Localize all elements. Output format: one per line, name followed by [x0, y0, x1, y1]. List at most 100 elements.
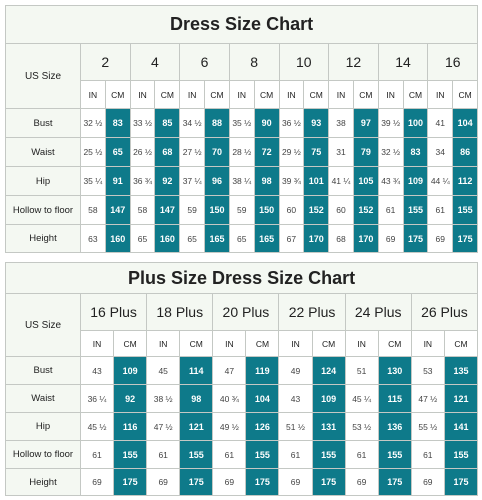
in-value: 45 ½ [79, 412, 115, 441]
in-value: 63 [80, 224, 106, 253]
cm-value: 98 [179, 384, 214, 413]
table-title: Dress Size Chart [4, 5, 479, 44]
unit-label: CM [245, 330, 280, 357]
unit-label: CM [179, 330, 214, 357]
in-value: 36 ¾ [129, 166, 156, 196]
cm-value: 170 [303, 224, 330, 253]
cm-value: 160 [154, 224, 181, 253]
cm-value: 150 [204, 195, 230, 225]
table-row: Height 63 160 65 160 65 165 65 165 67 170 68 170 69 17… [5, 224, 479, 253]
row-label: Height [5, 224, 81, 253]
cm-value: 119 [245, 356, 280, 385]
in-value: 28 ½ [228, 137, 255, 167]
table-row: Hip 45 ½ 116 47 ½ 121 49 ½ 126 51 ½ 131 53 ½ 136 55… [5, 412, 479, 441]
cm-value: 175 [377, 468, 412, 496]
in-value: 25 ½ [80, 137, 106, 167]
table-row: IN CM IN CM IN CM IN CM IN CM IN CM [6, 330, 479, 357]
unit-label: CM [303, 80, 330, 109]
in-value: 37 ¼ [179, 166, 206, 196]
size-label: 24 Plus [344, 293, 412, 331]
unit-label: IN [212, 330, 247, 357]
in-value: 61 [344, 440, 379, 469]
cm-value: 135 [443, 356, 479, 385]
in-value: 61 [79, 440, 115, 469]
in-value: 69 [410, 468, 445, 496]
cm-value: 79 [352, 137, 379, 167]
table-row: IN CM IN CM IN CM IN CM IN CM IN CM IN CM IN CM [6, 80, 479, 109]
cm-value: 101 [303, 166, 330, 196]
cm-value: 155 [402, 195, 429, 225]
cm-value: 109 [402, 166, 429, 196]
in-value: 51 ½ [278, 412, 313, 441]
in-value: 40 ¾ [212, 384, 247, 413]
unit-label: IN [146, 330, 181, 357]
cm-value: 115 [377, 384, 412, 413]
unit-label: CM [443, 330, 479, 357]
table-row: Bust 43 109 45 114 47 119 49 124 51 130 53 135 [5, 356, 479, 385]
cm-value: 136 [377, 412, 412, 441]
row-label: Hollow to floor [5, 440, 81, 469]
cm-value: 85 [154, 108, 181, 138]
in-value: 69 [146, 468, 181, 496]
cm-value: 92 [154, 166, 181, 196]
unit-label: CM [452, 80, 479, 109]
in-value: 65 [129, 224, 156, 253]
unit-label: CM [154, 80, 181, 109]
unit-label: CM [402, 80, 429, 109]
cm-value: 155 [452, 195, 479, 225]
cm-value: 141 [443, 412, 479, 441]
in-value: 38 [328, 108, 354, 138]
in-value: 33 ½ [129, 108, 156, 138]
cm-value: 170 [352, 224, 379, 253]
in-value: 58 [80, 195, 106, 225]
in-value: 43 [278, 384, 313, 413]
cm-value: 109 [113, 356, 148, 385]
unit-label: IN [328, 80, 354, 109]
table-title: Plus Size Dress Size Chart [4, 262, 479, 294]
size-label: 18 Plus [146, 293, 214, 331]
in-value: 47 ½ [146, 412, 181, 441]
cm-value: 155 [311, 440, 346, 469]
cm-value: 75 [303, 137, 330, 167]
cm-value: 93 [303, 108, 330, 138]
cm-value: 175 [179, 468, 214, 496]
cm-value: 121 [443, 384, 479, 413]
size-label: 6 [179, 43, 230, 81]
cm-value: 116 [113, 412, 148, 441]
in-value: 69 [212, 468, 247, 496]
cm-value: 114 [179, 356, 214, 385]
row-label: Waist [5, 384, 81, 413]
cm-value: 112 [452, 166, 479, 196]
size-table: Dress Size Chart US Size 2 4 6 8 10 12 14 16 IN CM I… [4, 5, 479, 253]
cm-value: 72 [253, 137, 280, 167]
unit-label: IN [228, 80, 255, 109]
table-row: US Size 2 4 6 8 10 12 14 16 [5, 43, 479, 109]
cm-value: 155 [443, 440, 479, 469]
in-value: 58 [129, 195, 156, 225]
in-value: 59 [228, 195, 255, 225]
cm-value: 83 [104, 108, 131, 138]
in-value: 65 [179, 224, 206, 253]
in-value: 39 ½ [377, 108, 404, 138]
table-row: Bust 32 ½ 83 33 ½ 85 34 ½ 88 35 ½ 90 36 ½ 93 38 97 39… [5, 108, 479, 138]
in-value: 43 [79, 356, 115, 385]
cm-value: 124 [311, 356, 346, 385]
in-value: 51 [344, 356, 379, 385]
cm-value: 147 [104, 195, 131, 225]
cm-value: 91 [104, 166, 131, 196]
in-value: 31 [328, 137, 354, 167]
in-value: 43 ¾ [377, 166, 404, 196]
table-row: Plus Size Dress Size Chart [4, 262, 479, 294]
in-value: 69 [79, 468, 115, 496]
cm-value: 130 [377, 356, 412, 385]
size-label: 4 [129, 43, 181, 81]
unit-label: CM [204, 80, 230, 109]
in-value: 35 ½ [228, 108, 255, 138]
row-label: Hip [5, 412, 81, 441]
in-value: 41 ¼ [328, 166, 354, 196]
cm-value: 86 [452, 137, 479, 167]
in-value: 26 ½ [129, 137, 156, 167]
row-label: Bust [5, 356, 81, 385]
in-value: 47 [212, 356, 247, 385]
size-table: Plus Size Dress Size Chart US Size 16 Plus… [4, 262, 479, 496]
